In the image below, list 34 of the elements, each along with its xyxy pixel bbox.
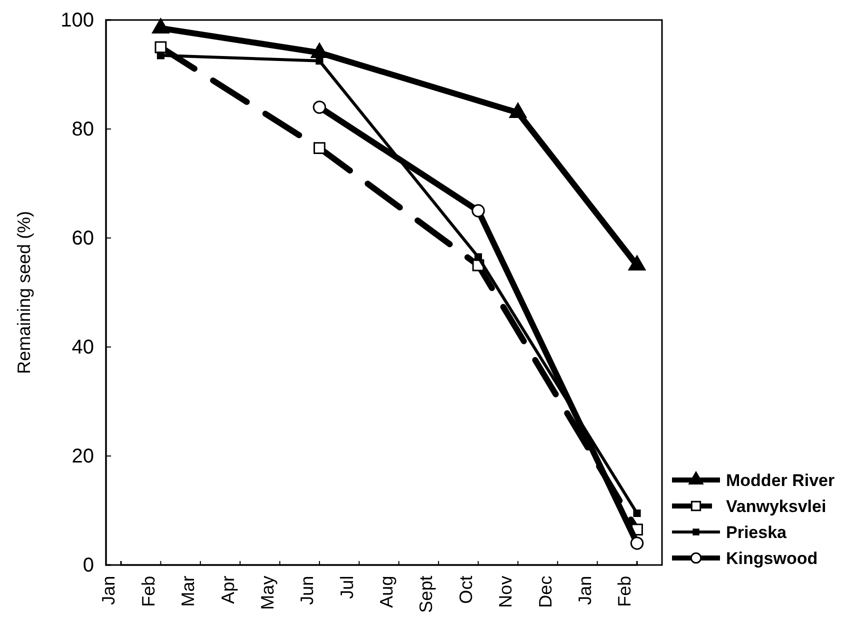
y-tick-label: 40	[72, 336, 94, 358]
x-tick-label: Jul	[336, 576, 357, 599]
x-tick-label: Sept	[416, 576, 436, 613]
x-tick-label: Jun	[297, 576, 318, 605]
y-tick-label: 100	[60, 9, 94, 32]
point	[316, 57, 324, 65]
point	[314, 142, 326, 154]
x-tick-label: Mar	[178, 576, 198, 607]
x-tick-label: Jan	[575, 576, 596, 605]
x-tick-label: Aug	[376, 576, 397, 608]
legend-label: Modder River	[726, 471, 836, 490]
y-tick-label: 60	[72, 227, 94, 250]
point	[472, 204, 485, 218]
x-tick-label: Dec	[535, 576, 556, 608]
point	[474, 253, 482, 261]
x-tick-label: Feb	[138, 576, 158, 607]
point	[156, 52, 164, 60]
x-tick-label: May	[257, 576, 278, 610]
y-tick-label: 20	[72, 445, 94, 468]
legend-label: Prieska	[726, 523, 788, 542]
legend-label: Kingswood	[726, 549, 818, 568]
point	[312, 100, 326, 114]
point	[630, 536, 644, 550]
y-tick-label: 0	[82, 554, 94, 576]
x-tick-label: Feb	[614, 576, 635, 607]
x-tick-label: Nov	[496, 576, 516, 608]
legend-label: Vanwyksvlei	[726, 497, 826, 516]
x-tick-label: Apr	[218, 576, 238, 604]
y-axis-title: Remaining seed (%)	[14, 210, 34, 374]
x-tick-label: Jan	[98, 576, 119, 605]
point	[154, 41, 167, 54]
y-tick-label: 80	[72, 118, 94, 140]
point	[633, 509, 641, 518]
x-tick-label: Oct	[456, 576, 476, 604]
